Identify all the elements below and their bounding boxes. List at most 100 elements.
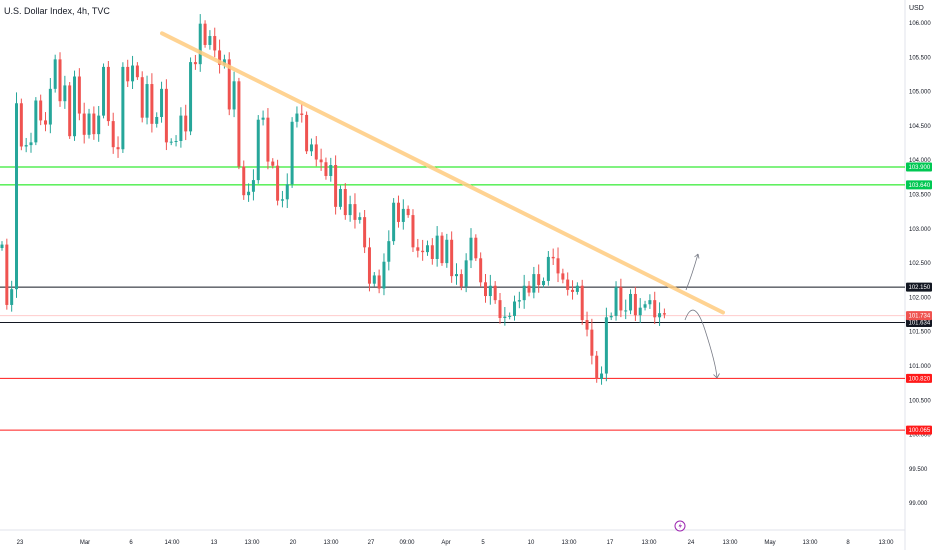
candle-body — [575, 285, 579, 292]
price-tick-label: 101.500 — [909, 330, 931, 336]
level-badge-5-text: 100.065 — [909, 428, 931, 434]
candle-body — [179, 115, 183, 141]
candle-body — [155, 116, 159, 124]
candle-body — [629, 293, 633, 311]
price-tick-label: 106.000 — [909, 21, 931, 27]
time-tick-label: 23 — [17, 540, 24, 546]
candle-body — [377, 275, 381, 289]
candle-body — [198, 23, 202, 65]
candle-body — [24, 145, 28, 147]
candle-body — [242, 166, 246, 196]
candle-body — [662, 313, 666, 315]
time-tick-label: 8 — [846, 540, 850, 546]
time-axis: 23 Mar 6 14:00 13 13:00 20 13:00 27 09:00 Apr 5 10 13… — [17, 540, 895, 546]
candle-body — [658, 313, 662, 318]
candle-body — [0, 244, 4, 249]
event-marker[interactable] — [674, 520, 686, 532]
candle-body — [522, 285, 526, 301]
candle-body — [266, 117, 270, 162]
candle-body — [261, 117, 265, 120]
candle-body — [121, 66, 125, 150]
candle-body — [600, 373, 604, 380]
candle-body — [392, 202, 396, 242]
last-price-badge-text: 101.734 — [909, 314, 931, 320]
candle-body — [580, 285, 584, 321]
candle-body — [227, 59, 231, 110]
candle-body — [590, 329, 594, 356]
candle-body — [537, 274, 541, 286]
projection-down-path — [684, 309, 718, 379]
candle-body — [619, 287, 623, 311]
candle-body — [367, 247, 371, 284]
horizontal-levels — [0, 166, 905, 431]
projection-down-arrowhead — [713, 373, 720, 379]
candle-body — [251, 180, 255, 192]
candle-body — [324, 162, 328, 176]
price-tick-label: 102.500 — [909, 261, 931, 267]
candle-body — [464, 260, 468, 287]
candle-body — [643, 304, 647, 308]
candle-body — [10, 289, 14, 305]
candle-body — [97, 115, 101, 135]
time-tick-label: 13:00 — [323, 540, 339, 546]
candle-body — [5, 244, 9, 305]
candle-body — [145, 84, 149, 118]
level-badge-2-text: 102.150 — [909, 285, 931, 291]
time-tick-label: 6 — [129, 540, 133, 546]
candle-body — [401, 208, 405, 222]
price-tick-label: 103.500 — [909, 193, 931, 199]
candle-body — [479, 258, 483, 283]
candle-body — [430, 245, 434, 259]
time-tick-label: 13:00 — [802, 540, 818, 546]
candle-body — [82, 113, 86, 135]
candle-body — [450, 239, 454, 277]
candle-body — [237, 81, 241, 167]
candle-body — [87, 113, 91, 135]
price-tick-label: 99.000 — [909, 501, 928, 507]
candle-body — [131, 65, 135, 82]
candle-body — [358, 217, 362, 220]
candle-body — [126, 66, 130, 82]
candle-body — [571, 289, 575, 292]
candle-body — [338, 189, 342, 207]
candle-body — [353, 204, 357, 220]
candle-body — [348, 204, 352, 216]
candle-body — [445, 239, 449, 264]
candle-body — [305, 114, 309, 152]
level-badge-3-text: 101.634 — [909, 321, 931, 327]
time-tick-label: 09:00 — [399, 540, 415, 546]
candle-body — [343, 189, 347, 216]
time-tick-label: 13:00 — [878, 540, 894, 546]
candle-body — [68, 85, 72, 137]
projection-arrows — [684, 253, 720, 379]
price-tick-label: 99.500 — [909, 467, 928, 473]
candle-body — [48, 88, 52, 125]
level-badge-5-bg — [906, 425, 932, 435]
level-badge-1-text: 103.640 — [909, 183, 931, 189]
candle-body — [208, 36, 212, 45]
candle-body — [44, 120, 48, 125]
time-tick-label: Apr — [441, 540, 450, 546]
candle-body — [425, 245, 429, 253]
candle-body — [421, 250, 425, 253]
projection-up-path — [685, 253, 699, 291]
candle-body — [595, 355, 599, 380]
candlestick-series — [0, 14, 666, 385]
price-tick-label: 100.500 — [909, 398, 931, 404]
price-tick-label: 104.000 — [909, 158, 931, 164]
level-badge-0-text: 103.900 — [909, 165, 931, 171]
candle-body — [106, 66, 110, 122]
candle-body — [503, 316, 507, 318]
candle-body — [396, 202, 400, 222]
candle-body — [19, 103, 23, 147]
candle-body — [53, 59, 57, 89]
chart-title: U.S. Dollar Index, 4h, TVC — [4, 6, 110, 16]
candle-body — [309, 144, 313, 152]
candle-body — [77, 76, 81, 114]
candle-body — [140, 77, 144, 118]
candle-body — [406, 208, 410, 216]
candle-body — [319, 159, 323, 163]
time-tick-label: Mar — [80, 540, 90, 546]
candle-body — [411, 215, 415, 248]
